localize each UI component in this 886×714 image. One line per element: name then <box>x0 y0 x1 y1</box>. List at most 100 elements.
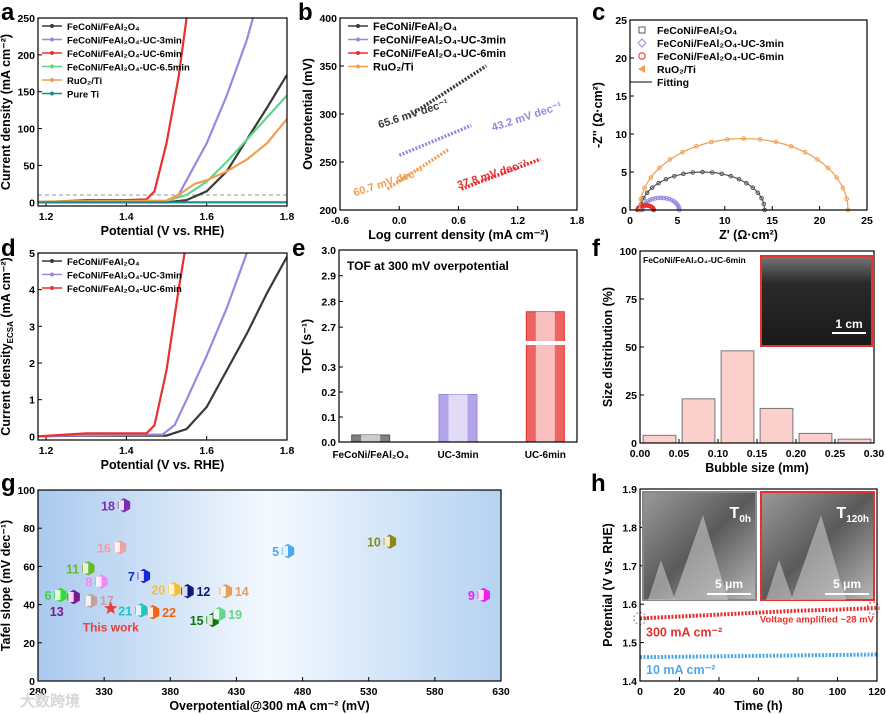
scale-bar-label: 1 cm <box>835 317 862 331</box>
y-tick-label: 350 <box>319 61 337 73</box>
data-point <box>656 180 661 186</box>
scale-bar-label: 5 μm <box>715 577 743 591</box>
data-point <box>642 185 647 191</box>
legend-marker <box>356 64 360 69</box>
x-axis-label: Potential (V vs. RHE) <box>101 458 225 472</box>
data-point <box>719 171 725 177</box>
data-point <box>750 185 756 190</box>
y-tick-label: 25 <box>615 15 627 27</box>
plot-frame <box>37 489 502 682</box>
data-point <box>681 171 686 177</box>
data-point-half <box>68 591 74 602</box>
x-tick-label: 380 <box>162 686 180 698</box>
bubble-photo-inset <box>760 255 873 347</box>
legend-label: FeCoNi/FeAl₂O₄-UC-6min <box>657 51 784 63</box>
fitting-line-3 <box>638 137 849 211</box>
data-point <box>788 144 794 149</box>
data-point-half <box>181 586 188 597</box>
panel-letter-a: a <box>1 0 15 26</box>
y-tick-label: 1 <box>29 395 35 407</box>
x-axis-label: Log current density (mA cm⁻²) <box>368 228 548 242</box>
legend-label: FeCoNi/FeAl₂O₄-UC-6min <box>373 48 506 60</box>
slope-annotation: 65.6 mV dec⁻¹ <box>377 97 451 131</box>
sem-inset-1: T120h 5 μm <box>760 491 875 601</box>
data-point <box>672 173 677 179</box>
data-point <box>647 197 653 203</box>
y-tick-label: 10 <box>615 129 627 141</box>
y-tick-label: 1.8 <box>622 522 637 534</box>
panel-letter-h: h <box>591 470 606 497</box>
data-point <box>649 185 655 190</box>
series-line-2 <box>38 253 186 438</box>
data-point <box>664 196 669 201</box>
chart-a: 1.2 1.4 1.6 1.8 0 50 100 150 200 250 Potential (V … <box>0 13 294 238</box>
x-axis-label: Z' (Ω·cm²) <box>719 228 778 242</box>
data-point <box>661 195 667 201</box>
series-line-1 <box>640 652 877 660</box>
panel-letter-g: g <box>1 470 16 497</box>
data-point <box>825 165 831 171</box>
data-point-half <box>54 590 61 601</box>
data-label: 19 <box>228 608 242 622</box>
x-axis-label: Time (h) <box>734 699 782 713</box>
data-point <box>741 136 747 141</box>
legend-marker <box>356 24 360 28</box>
data-point <box>725 137 730 142</box>
legend-label: FeCoNi/FeAl₂O₄ <box>657 25 737 37</box>
legend-label: FeCoNi/FeAl₂O₄ <box>67 257 140 268</box>
panel-letter-e: e <box>292 235 305 262</box>
data-point-half <box>220 586 226 597</box>
y-tick-label: 100 <box>17 124 35 136</box>
data-point <box>834 175 839 180</box>
y-tick-label: 400 <box>319 13 337 25</box>
data-point <box>666 196 672 202</box>
data-point-half <box>384 536 390 547</box>
y-tick-label: 150 <box>17 87 35 99</box>
x-tick-label: 0.15 <box>747 448 768 460</box>
y-tick-label: 80 <box>23 523 35 535</box>
y-tick-label: 0.2 <box>321 387 336 399</box>
y-tick-label: 1.4 <box>622 676 637 688</box>
y-tick-label: 0 <box>29 676 35 688</box>
plot-frame <box>37 17 288 207</box>
axis-break <box>336 341 580 345</box>
y-tick-label: 2.9 <box>321 271 336 283</box>
data-point-half <box>168 584 175 595</box>
y-axis-label: Tafel slope (mV dec⁻¹) <box>0 520 13 651</box>
y-tick-label: 100 <box>17 485 35 497</box>
y-tick-label: 0.0 <box>321 437 336 449</box>
data-point <box>658 195 664 201</box>
legend-marker <box>50 78 54 82</box>
x-tick-label: 1.6 <box>199 445 214 457</box>
x-tick-label: 120 <box>868 686 886 698</box>
y-tick-label: 2.8 <box>321 296 336 308</box>
sem-time-main: T <box>836 505 846 522</box>
data-point-half <box>213 609 220 620</box>
x-tick-label: 0 <box>627 215 633 227</box>
data-label: 8 <box>86 576 93 590</box>
plot-frame <box>339 17 578 211</box>
sem-time-label: T120h <box>836 505 869 525</box>
x-tick-label: 630 <box>492 686 510 698</box>
y-tick-label: 60 <box>23 561 35 573</box>
legend-fit-label: Fitting <box>657 77 689 89</box>
data-point <box>744 180 749 186</box>
data-point <box>680 149 685 155</box>
data-point <box>757 137 763 142</box>
data-point-half <box>82 563 89 574</box>
data-label: 5 <box>272 545 279 559</box>
this-work-label: This work <box>83 620 139 634</box>
x-tick-label: 0.05 <box>669 448 690 460</box>
x-tick-label: 60 <box>753 686 765 698</box>
data-point <box>650 196 655 202</box>
panel-letter-c: c <box>592 0 605 26</box>
x-tick-label: 25 <box>861 215 873 227</box>
x-tick-label: 15 <box>766 215 778 227</box>
chart-h: 0 20 40 60 80 100 120 1.4 1.5 1.6 1.7 1.8 1.9 Time (h… <box>601 484 886 713</box>
sem-crystal <box>791 515 846 600</box>
plot-frame <box>629 19 868 211</box>
data-point <box>667 157 673 162</box>
slope-annotation: 37.8 mV dec⁻¹ <box>456 158 530 192</box>
sample-label: FeCoNi/FeAl₂O₄-UC-6min <box>643 255 746 265</box>
x-axis-label: Bubble size (mm) <box>705 461 809 475</box>
